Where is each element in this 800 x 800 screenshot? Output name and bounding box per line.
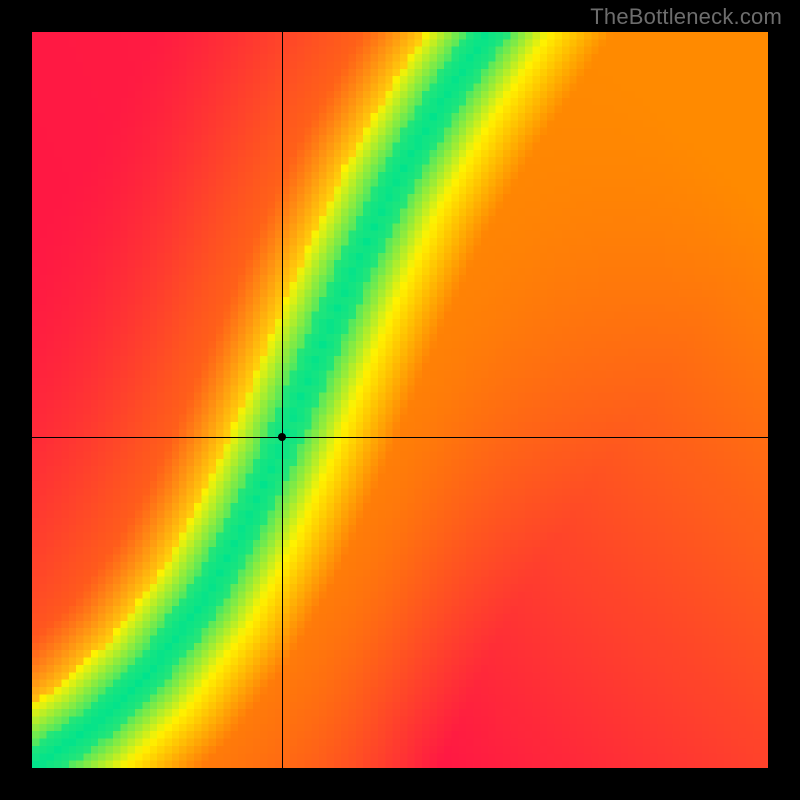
heatmap-canvas xyxy=(32,32,768,768)
crosshair-vertical xyxy=(282,32,283,768)
crosshair-horizontal xyxy=(32,437,768,438)
chart-container: TheBottleneck.com xyxy=(0,0,800,800)
crosshair-marker xyxy=(278,433,286,441)
watermark-text: TheBottleneck.com xyxy=(590,4,782,30)
